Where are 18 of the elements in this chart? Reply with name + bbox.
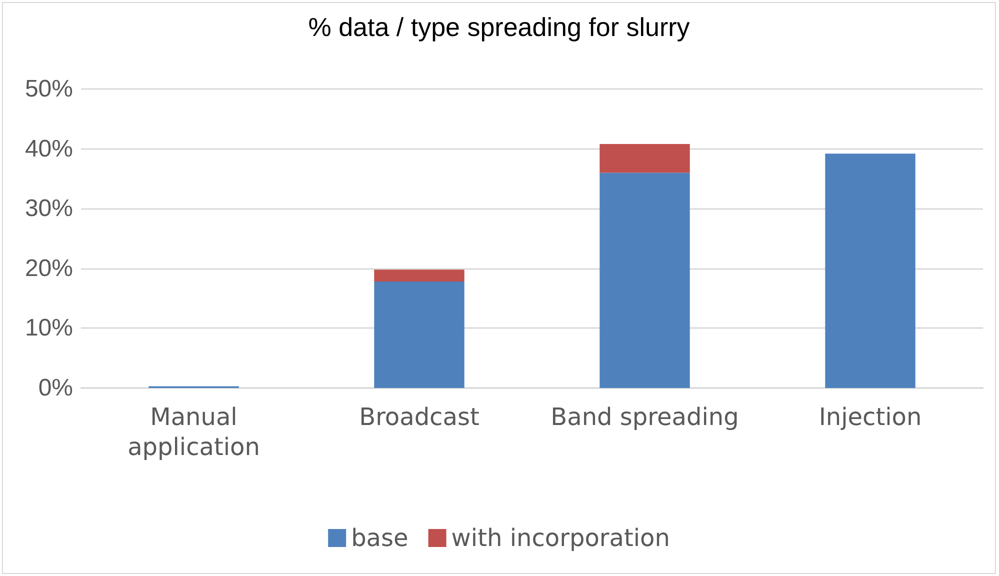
bar — [600, 144, 690, 173]
legend-label: base — [351, 524, 408, 552]
x-tick-label: Injection — [818, 403, 922, 431]
bar — [374, 282, 464, 388]
y-tick-label: 40% — [24, 135, 73, 162]
x-tick-label: Broadcast — [359, 403, 480, 431]
y-tick-label: 0% — [38, 374, 73, 402]
x-tick-label: Band spreading — [550, 403, 739, 431]
legend-label: with incorporation — [451, 524, 670, 552]
y-tick-label: 10% — [24, 314, 73, 342]
bar — [600, 172, 690, 388]
bar — [374, 270, 464, 282]
x-tick-label: Manual application — [128, 403, 260, 461]
y-tick-label: 50% — [24, 76, 73, 102]
chart-title: % data / type spreading for slurry — [308, 12, 690, 42]
bar — [825, 154, 916, 388]
y-tick-label: 20% — [24, 254, 73, 282]
y-tick-label: 30% — [24, 195, 73, 222]
